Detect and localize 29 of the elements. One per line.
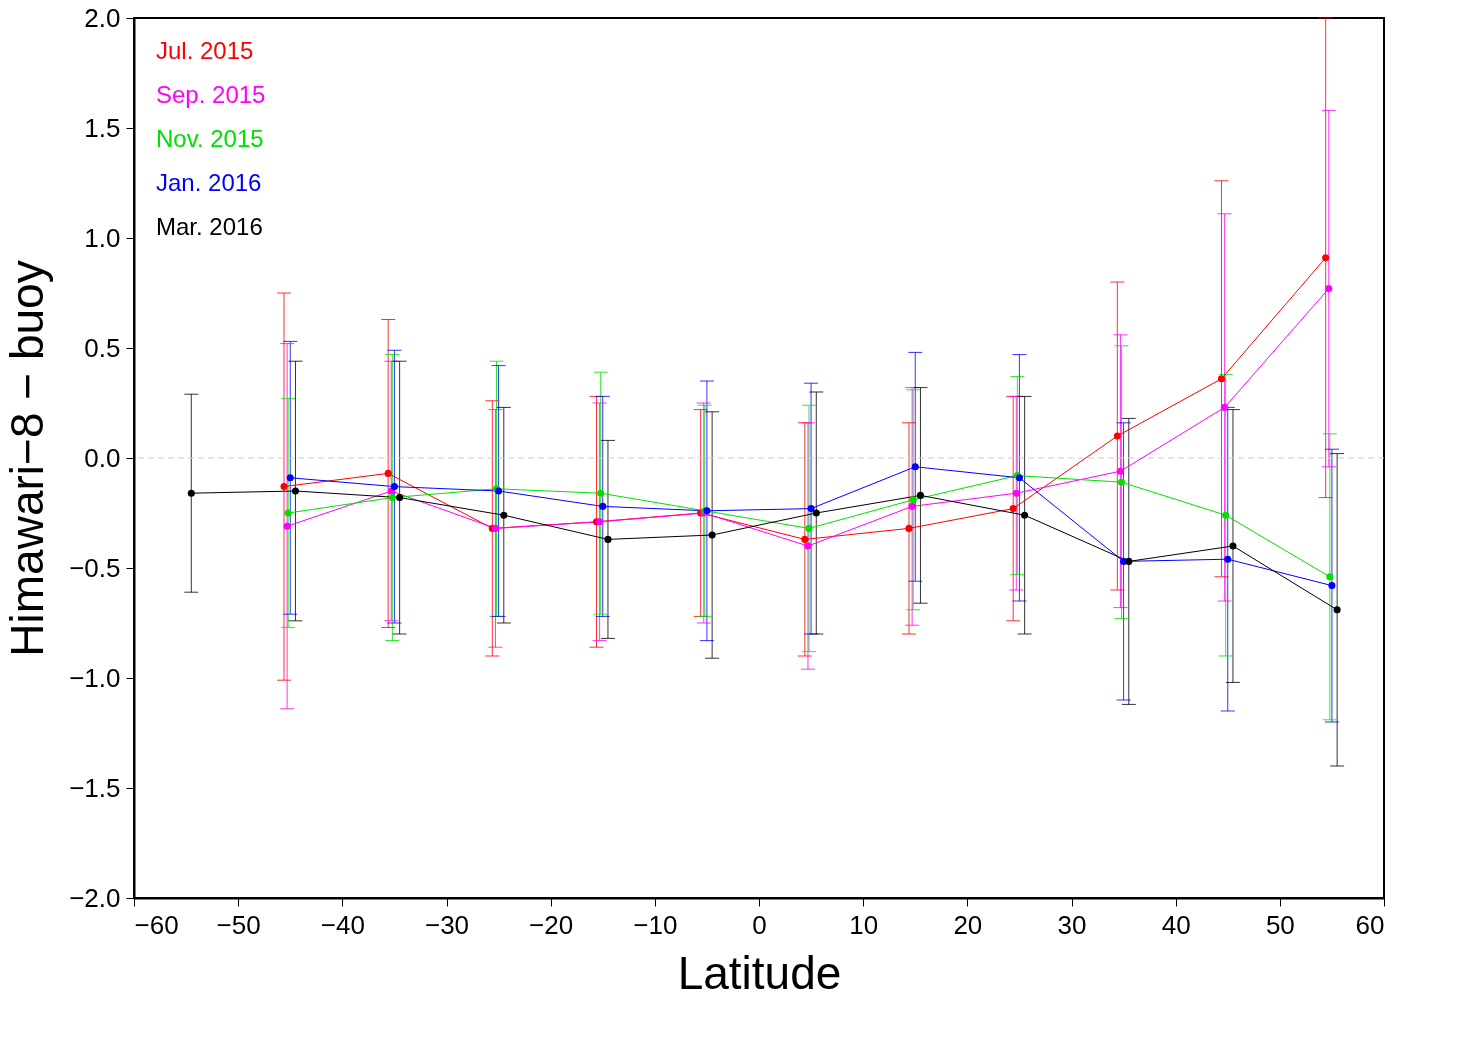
y-tick-label: −1.5 bbox=[69, 772, 121, 803]
y-tick-label: −0.5 bbox=[69, 552, 121, 583]
y-axis-title: Himawari−8 − buoy bbox=[1, 260, 54, 657]
x-tick-label: 60 bbox=[1355, 909, 1385, 940]
x-axis-title: Latitude bbox=[677, 946, 842, 999]
x-tick-label: −10 bbox=[633, 909, 678, 940]
x-tick-label: −60 bbox=[134, 909, 179, 940]
x-tick-label: 0 bbox=[752, 909, 767, 940]
x-tick-label: −50 bbox=[216, 909, 261, 940]
text: Sep. 2015 bbox=[156, 81, 266, 108]
x-tick-label: −20 bbox=[529, 909, 574, 940]
y-tick-label: −2.0 bbox=[69, 882, 121, 913]
x-tick-label: 10 bbox=[849, 909, 879, 940]
y-tick-label: 1.0 bbox=[84, 222, 121, 253]
x-tick-label: 20 bbox=[953, 909, 983, 940]
y-tick-label: 1.5 bbox=[84, 112, 121, 143]
x-tick-label: −40 bbox=[320, 909, 365, 940]
x-tick-label: 50 bbox=[1265, 909, 1295, 940]
x-tick-label: 30 bbox=[1057, 909, 1087, 940]
y-tick-label: 0.5 bbox=[84, 332, 121, 363]
text: Jan. 2016 bbox=[156, 169, 262, 196]
y-tick-label: −1.0 bbox=[69, 662, 121, 693]
text: Mar. 2016 bbox=[156, 213, 263, 240]
text: Jul. 2015 bbox=[156, 37, 254, 64]
text: Nov. 2015 bbox=[156, 125, 264, 152]
x-tick-label: 40 bbox=[1161, 909, 1191, 940]
y-tick-label: 2.0 bbox=[84, 2, 121, 33]
x-tick-label: −30 bbox=[424, 909, 470, 940]
y-tick-label: 0.0 bbox=[84, 442, 121, 473]
